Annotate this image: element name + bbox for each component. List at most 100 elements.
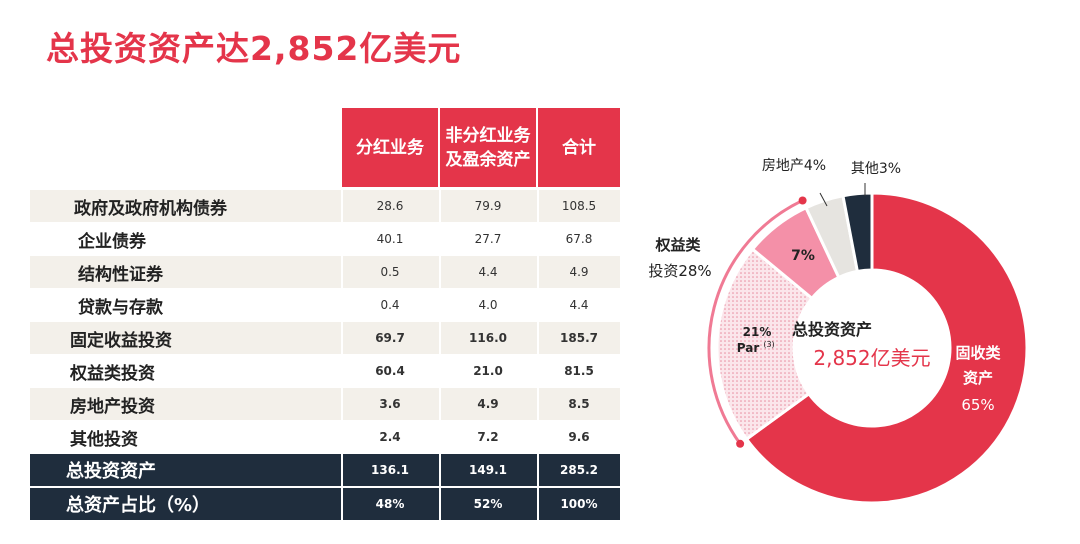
column-divider — [439, 488, 441, 520]
fixed-income-label: 固收类 — [955, 344, 1001, 362]
row-value: 108.5 — [561, 199, 597, 213]
table-row: 结构性证券 0.5 4.4 4.9 — [30, 256, 620, 288]
row-value: 52% — [473, 497, 503, 511]
row-value: 2.4 — [379, 430, 401, 444]
row-value: 40.1 — [376, 232, 404, 246]
row-value: 116.0 — [469, 331, 507, 345]
row-label: 固定收益投资 — [70, 330, 172, 351]
row-value: 4.9 — [569, 265, 589, 279]
equity-label: 权益类 — [654, 236, 701, 254]
donut-center-title: 总投资资产 — [792, 320, 872, 339]
row-value: 185.7 — [560, 331, 598, 345]
row-label: 房地产投资 — [70, 396, 155, 417]
table-row: 固定收益投资 69.7 116.0 185.7 — [30, 322, 620, 354]
column-header-participating: 分红业务 — [342, 108, 438, 187]
column-divider — [537, 322, 539, 354]
row-label: 权益类投资 — [70, 363, 155, 384]
equity-bracket-arc — [707, 199, 804, 445]
column-divider — [341, 421, 343, 453]
par-footnote: (3) — [763, 340, 774, 349]
page-title: 总投资资产达2,852亿美元 — [46, 29, 462, 68]
column-header-total: 合计 — [538, 108, 620, 187]
row-value: 0.4 — [380, 298, 400, 312]
column-divider — [341, 289, 343, 321]
par-label: Par — [737, 341, 760, 355]
equity-bracket-dot-end — [798, 196, 807, 205]
column-divider — [439, 355, 441, 387]
column-divider — [537, 256, 539, 288]
equity-bracket-dot-start — [736, 439, 745, 448]
row-value: 81.5 — [564, 364, 594, 378]
column-divider — [537, 223, 539, 255]
column-divider — [537, 355, 539, 387]
row-value: 3.6 — [379, 397, 401, 411]
row-value: 100% — [560, 497, 598, 511]
row-label: 结构性证券 — [78, 264, 163, 285]
row-label: 政府及政府机构债券 — [74, 198, 227, 219]
column-divider — [439, 256, 441, 288]
row-label: 贷款与存款 — [78, 297, 163, 318]
column-divider — [439, 322, 441, 354]
table-row: 总资产占比（%） 48% 52% 100% — [30, 488, 620, 520]
row-value: 285.2 — [560, 463, 598, 477]
column-divider — [341, 322, 343, 354]
row-value: 21.0 — [473, 364, 503, 378]
fixed-income-segment — [744, 191, 1029, 505]
row-value: 4.0 — [478, 298, 498, 312]
column-divider — [439, 454, 441, 486]
column-divider — [341, 223, 343, 255]
row-value: 149.1 — [469, 463, 507, 477]
equity-sub-percent-label: 7% — [791, 248, 815, 264]
fixed-income-percent: 65% — [961, 396, 994, 414]
table-row: 总投资资产 136.1 149.1 285.2 — [30, 454, 620, 486]
row-label: 企业债券 — [78, 231, 146, 252]
equity-label-line2: 投资28% — [648, 262, 711, 280]
realestate-leader-line — [819, 192, 828, 207]
row-value: 9.6 — [568, 430, 590, 444]
column-divider — [341, 388, 343, 420]
column-divider — [537, 421, 539, 453]
table-row: 政府及政府机构债券 28.6 79.9 108.5 — [30, 190, 620, 222]
row-value: 4.4 — [478, 265, 498, 279]
equity-par-segment — [715, 247, 815, 442]
row-value: 28.6 — [376, 199, 404, 213]
row-value: 60.4 — [375, 364, 405, 378]
row-value: 69.7 — [375, 331, 405, 345]
row-label: 总资产占比（%） — [66, 495, 211, 516]
asset-allocation-donut-chart: 总投资资产 2,852亿美元 固收类 资产 65% 权益类 投资28% 21% … — [648, 158, 1029, 505]
row-value: 27.7 — [474, 232, 502, 246]
row-label: 其他投资 — [70, 429, 138, 450]
column-divider — [439, 289, 441, 321]
other-label: 其他3% — [851, 161, 901, 177]
row-value: 0.5 — [380, 265, 400, 279]
row-value: 4.9 — [477, 397, 499, 411]
row-value: 67.8 — [565, 232, 593, 246]
column-divider — [537, 289, 539, 321]
column-divider — [341, 454, 343, 486]
column-divider — [341, 488, 343, 520]
other-segment — [841, 191, 874, 274]
column-header-non-participating: 非分红业务 及盈余资产 — [440, 108, 536, 187]
column-divider — [537, 388, 539, 420]
column-divider — [439, 190, 441, 222]
table-row: 房地产投资 3.6 4.9 8.5 — [30, 388, 620, 420]
fixed-income-label-line2: 资产 — [963, 369, 993, 387]
column-divider — [341, 355, 343, 387]
donut-center-value: 2,852亿美元 — [813, 346, 930, 370]
column-divider — [439, 388, 441, 420]
column-divider — [537, 190, 539, 222]
row-value: 48% — [375, 497, 405, 511]
row-label: 总投资资产 — [66, 461, 156, 482]
column-divider — [439, 223, 441, 255]
column-divider — [341, 256, 343, 288]
column-divider — [537, 454, 539, 486]
column-divider — [439, 421, 441, 453]
row-value: 7.2 — [477, 430, 499, 444]
table-row: 贷款与存款 0.4 4.0 4.4 — [30, 289, 620, 321]
row-value: 8.5 — [568, 397, 590, 411]
row-value: 4.4 — [569, 298, 589, 312]
table-row: 权益类投资 60.4 21.0 81.5 — [30, 355, 620, 387]
row-value: 136.1 — [371, 463, 409, 477]
column-divider — [537, 488, 539, 520]
table-row: 企业债券 40.1 27.7 67.8 — [30, 223, 620, 255]
